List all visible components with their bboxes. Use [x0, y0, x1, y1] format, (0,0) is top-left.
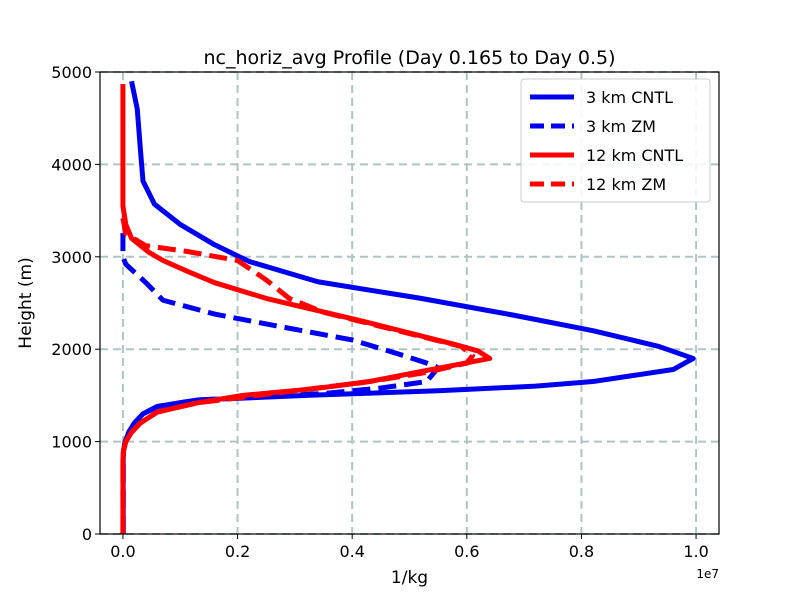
y-tick-label: 3000: [51, 248, 92, 267]
y-tick-label: 2000: [51, 340, 92, 359]
x-tick-label: 0.4: [339, 542, 364, 561]
y-tick-label: 4000: [51, 155, 92, 174]
legend-label: 12 km CNTL: [586, 146, 683, 165]
x-tick-label: 0.0: [110, 542, 135, 561]
y-axis-label: Height (m): [16, 257, 36, 348]
series-line-3-km-zm: [120, 231, 441, 534]
y-tick-label: 1000: [51, 433, 92, 452]
y-tick-label: 5000: [51, 63, 92, 82]
series-line-12-km-zm: [120, 217, 476, 534]
legend-label: 3 km ZM: [586, 117, 656, 136]
chart-title: nc_horiz_avg Profile (Day 0.165 to Day 0…: [203, 47, 615, 69]
legend-box: [520, 78, 711, 203]
x-axis-label: 1/kg: [391, 568, 428, 588]
legend: 3 km CNTL 3 km ZM 12 km CNTL 12 km ZM: [520, 78, 711, 203]
x-tick-label: 0.2: [225, 542, 250, 561]
series-lines: [120, 80, 696, 534]
x-tick-label: 1.0: [683, 542, 708, 561]
ticks: 0.0 0.2 0.4 0.6 0.8 1.0 0 1000 2000 3000 4000 5000: [51, 63, 709, 561]
x-tick-label: 0.6: [454, 542, 479, 561]
x-offset-label: 1e7: [696, 567, 719, 581]
plot-frame: [99, 71, 720, 535]
series-line-12-km-cntl: [120, 84, 493, 534]
x-tick-label: 0.8: [569, 542, 594, 561]
legend-label: 3 km CNTL: [586, 88, 673, 107]
legend-label: 12 km ZM: [586, 175, 666, 194]
y-tick-label: 0: [82, 525, 92, 544]
